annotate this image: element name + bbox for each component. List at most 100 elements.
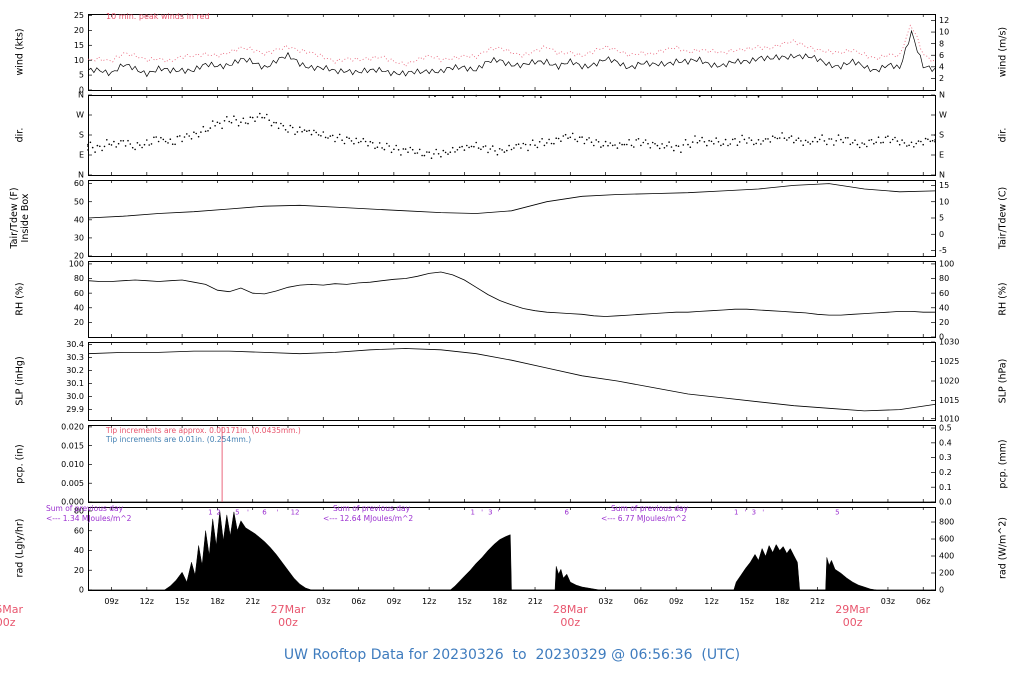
svg-text:26Mar: 26Mar <box>0 603 23 616</box>
svg-text:0.000: 0.000 <box>61 498 84 507</box>
rad-sum-label: Sum of previous day <box>333 504 411 513</box>
ylabel-tair-left-line2: Inside Box <box>20 193 31 243</box>
svg-text:W: W <box>76 111 84 120</box>
svg-text:': ' <box>247 509 249 517</box>
svg-text:09z: 09z <box>669 597 683 606</box>
pcp-tip-note-red: Tip increments are approx. 0.00171in. (0… <box>106 426 301 435</box>
svg-text:10: 10 <box>74 56 84 65</box>
svg-text:20: 20 <box>74 566 84 575</box>
svg-text:27Mar: 27Mar <box>271 603 306 616</box>
svg-text:N: N <box>78 171 84 180</box>
svg-text:800: 800 <box>939 518 954 527</box>
svg-text:3: 3 <box>752 509 756 517</box>
svg-text:00z: 00z <box>0 616 16 629</box>
svg-text:10: 10 <box>939 197 949 206</box>
rad-area <box>163 510 877 591</box>
ylabel-wind-right: wind (m/s) <box>997 26 1009 78</box>
svg-text:0.5: 0.5 <box>939 424 952 433</box>
svg-text:2: 2 <box>216 509 220 517</box>
svg-text:09z: 09z <box>104 597 118 606</box>
svg-text:50: 50 <box>74 197 84 206</box>
rad-sum-annotation-2: Sum of previous day <--- 12.64 MJoules/m… <box>323 504 413 523</box>
svg-text:0.005: 0.005 <box>61 479 84 488</box>
svg-text:30.0: 30.0 <box>66 392 84 401</box>
svg-text:18z: 18z <box>210 597 224 606</box>
pcp-tip-note-blue: Tip increments are 0.01in. (0.254mm.) <box>106 435 252 444</box>
ylabel-pcp-left: pcp. (in) <box>14 444 26 484</box>
svg-text:0: 0 <box>939 586 944 595</box>
svg-text:E: E <box>79 151 84 160</box>
svg-text:1015: 1015 <box>939 396 959 405</box>
svg-text:0.4: 0.4 <box>939 438 952 447</box>
panel-rh: 100 80 60 40 20 100 80 60 40 20 0 <box>69 260 955 342</box>
svg-text:15: 15 <box>939 181 949 190</box>
svg-text:1025: 1025 <box>939 357 959 366</box>
svg-text:5: 5 <box>939 214 944 223</box>
svg-text:0.010: 0.010 <box>61 460 84 469</box>
svg-text:12z: 12z <box>422 597 436 606</box>
ylabel-rad-left: rad (Lgly/hr) <box>14 518 26 578</box>
svg-text:60: 60 <box>74 179 84 188</box>
svg-text:S: S <box>79 131 84 140</box>
svg-text:N: N <box>78 91 84 100</box>
svg-text:': ' <box>745 509 747 517</box>
svg-text:03z: 03z <box>598 597 612 606</box>
svg-text:40: 40 <box>74 303 84 312</box>
panel-slp: 30.4 30.3 30.2 30.1 30.0 29.9 1030 1025 1020 1015… <box>66 338 959 424</box>
panel-wind: 25 20 15 10 5 0 12 10 8 6 4 2 <box>74 11 949 95</box>
svg-text:10: 10 <box>939 28 949 37</box>
svg-text:1: 1 <box>208 509 212 517</box>
svg-text:4: 4 <box>939 62 944 71</box>
svg-text:06z: 06z <box>916 597 930 606</box>
ylabel-tair-left-line1: Tair/Tdew (F) <box>9 187 20 249</box>
tair-line <box>87 183 936 219</box>
svg-text:60: 60 <box>939 289 949 298</box>
svg-text:18z: 18z <box>775 597 789 606</box>
svg-text:E: E <box>939 151 944 160</box>
rad-sum-label: Sum of previous day <box>46 504 124 513</box>
wind-peak-note: 10 min. peak winds in red <box>106 12 210 21</box>
svg-text:8: 8 <box>939 39 944 48</box>
wind-peak-line <box>87 24 936 68</box>
svg-text:21z: 21z <box>528 597 542 606</box>
svg-text:0.015: 0.015 <box>61 441 84 450</box>
svg-text:20: 20 <box>74 252 84 261</box>
svg-text:20: 20 <box>939 318 949 327</box>
svg-text:18z: 18z <box>493 597 507 606</box>
ylabel-slp-left: SLP (inHg) <box>14 356 26 406</box>
svg-text:1030: 1030 <box>939 338 959 347</box>
rad-sum-value: <--- 12.64 MJoules/m^2 <box>323 513 414 523</box>
svg-text:40: 40 <box>74 215 84 224</box>
svg-text:00z: 00z <box>560 616 580 629</box>
svg-text:12z: 12z <box>704 597 718 606</box>
svg-text:6: 6 <box>565 509 570 517</box>
rh-line <box>87 271 935 317</box>
rad-sum-value: <--- 1.34 MJoules/m^2 <box>46 513 132 523</box>
ylabel-pcp-right: pcp. (mm) <box>997 439 1009 489</box>
ylabel-wind-left: wind (kts) <box>14 28 26 76</box>
svg-text:0: 0 <box>939 333 944 342</box>
svg-text:30: 30 <box>74 234 84 243</box>
svg-text:1010: 1010 <box>939 414 959 423</box>
svg-text:0: 0 <box>79 586 84 595</box>
svg-text:15z: 15z <box>457 597 471 606</box>
svg-text:1020: 1020 <box>939 377 959 386</box>
svg-text:1: 1 <box>734 509 738 517</box>
svg-text:N: N <box>939 171 945 180</box>
svg-text:29.9: 29.9 <box>66 405 84 414</box>
svg-text:40: 40 <box>939 303 949 312</box>
svg-text:600: 600 <box>939 535 954 544</box>
svg-text:0.0: 0.0 <box>939 498 952 507</box>
rad-sum-annotation-3: Sum of previous day <--- 6.77 MJoules/m^… <box>601 504 688 523</box>
svg-text:-5: -5 <box>939 246 947 255</box>
svg-text:200: 200 <box>939 569 954 578</box>
svg-text:20: 20 <box>74 318 84 327</box>
ylabel-dir-right: dir. <box>997 127 1009 143</box>
svg-text:30.4: 30.4 <box>66 340 84 349</box>
panel-dir: N W S E N N W S E N <box>76 91 947 180</box>
svg-text:3: 3 <box>488 509 492 517</box>
svg-text:6: 6 <box>939 51 944 60</box>
